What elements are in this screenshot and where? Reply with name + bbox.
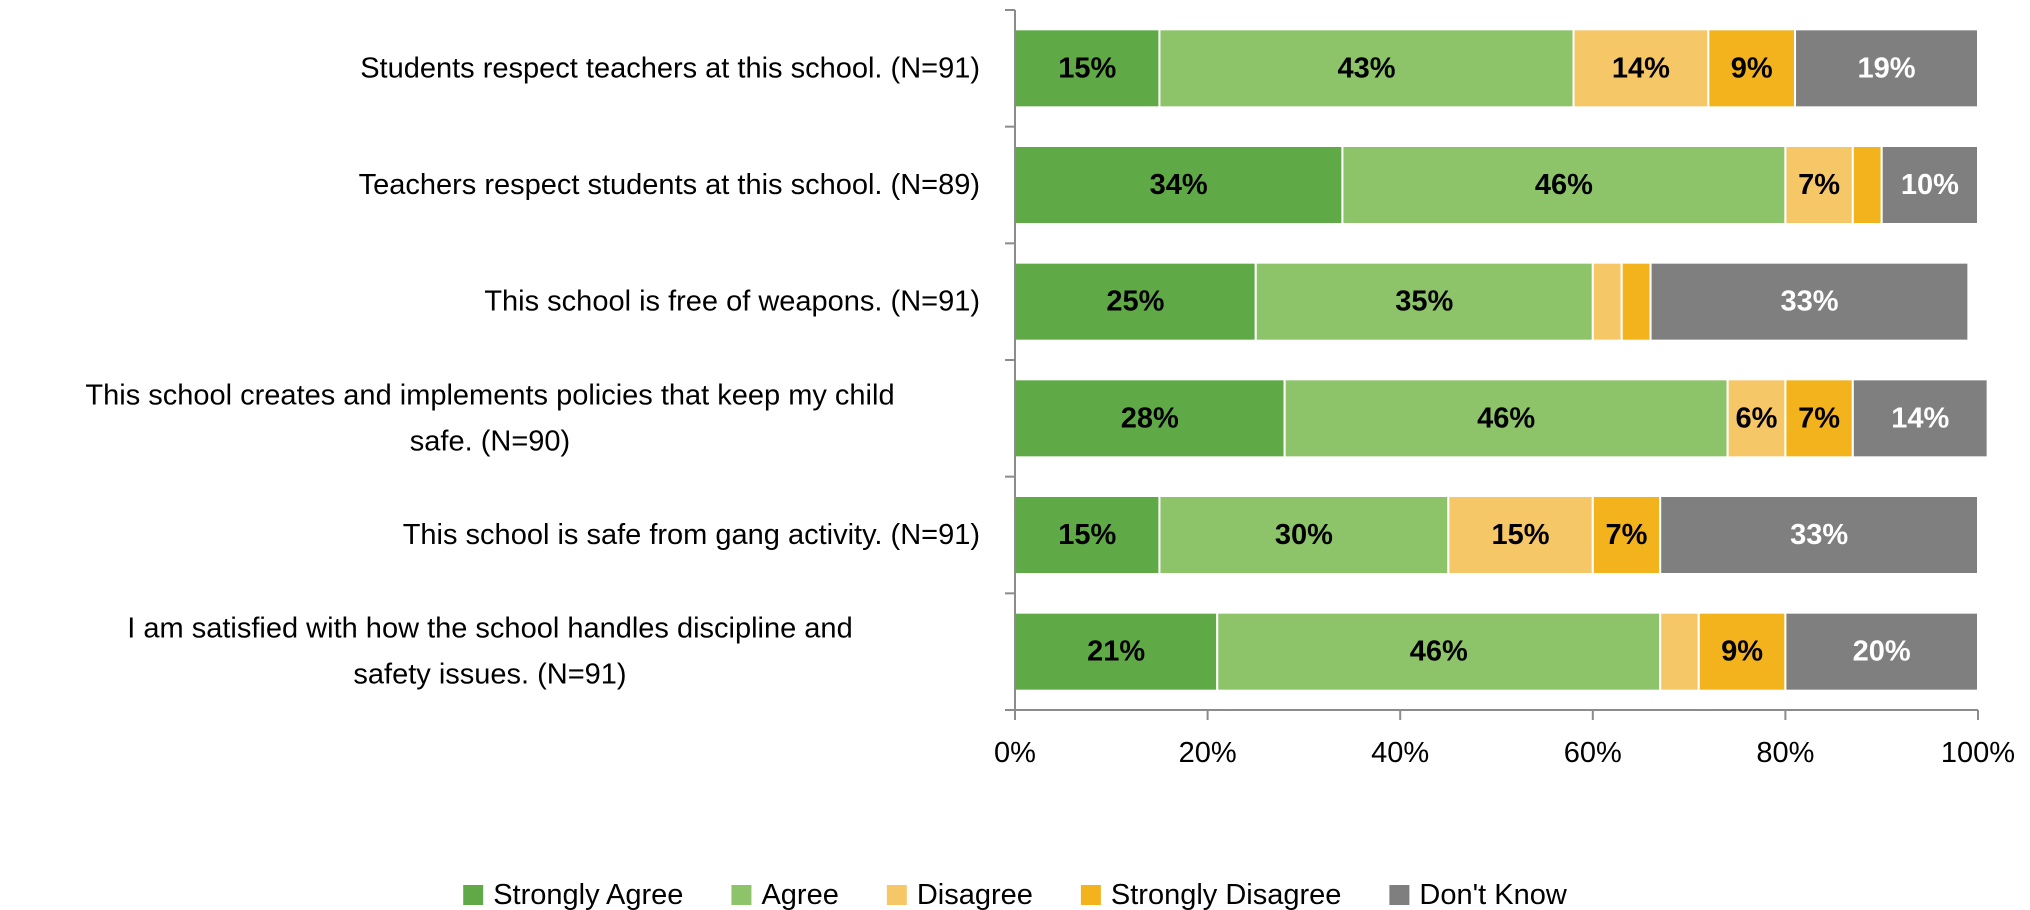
legend-swatch-disagree [886,885,907,905]
data-label: 14% [1891,402,1949,434]
x-tick-label: 40% [1371,737,1429,769]
data-label: 46% [1535,169,1593,201]
data-label: 10% [1901,169,1959,201]
x-tick-label: 60% [1564,737,1622,769]
x-tick-label: 80% [1756,737,1814,769]
data-label: 15% [1058,52,1116,84]
legend-swatch-strongly-disagree [1080,885,1101,905]
data-label: 46% [1477,402,1535,434]
data-label: 33% [1780,286,1838,318]
data-label: 7% [1798,402,1840,434]
bar-strongly-agree [1014,28,1161,109]
category-label: This school is safe from gang activity. … [403,519,980,551]
bar-disagree [1784,145,1854,225]
x-tick-label: 100% [1941,737,2015,769]
data-label: 28% [1121,402,1179,434]
legend-swatch-strongly-agree [463,885,484,905]
legend-label: Disagree [917,879,1033,910]
bar-strongly-disagree [1591,495,1662,575]
data-label: 15% [1058,519,1116,551]
data-label: 20% [1853,636,1911,668]
bar-disagree [1572,28,1710,109]
bar-don-t-know [1880,145,1979,225]
legend: Strongly Agree Agree Disagree Strongly Disa… [463,879,1568,910]
data-label: 46% [1410,636,1468,668]
bar-strongly-disagree [1620,261,1652,342]
legend-swatch-agree [731,885,752,905]
category-label: This school creates and implements polic… [85,379,894,457]
category-label: This school is free of weapons. (N=91) [484,286,980,318]
bar-agree [1158,28,1575,109]
bar-strongly-agree [1014,611,1219,692]
bar-disagree [1659,611,1700,692]
data-label: 7% [1798,169,1840,201]
legend-label: Agree [761,879,838,910]
data-label: 35% [1395,286,1453,318]
bar-don-t-know [1851,378,1989,459]
category-label: Teachers respect students at this school… [359,169,980,201]
x-tick-label: 0% [994,737,1036,769]
data-label: 33% [1790,519,1848,551]
bar-don-t-know [1794,28,1980,109]
data-label: 34% [1150,169,1208,201]
category-label: Students respect teachers at this school… [360,52,980,84]
data-label: 14% [1612,52,1670,84]
bars: 15% 43% 14% 9% 19% 34% 46% 7% 10% 25% 35% 33% 28% 46%… [1014,28,1989,692]
axes: 0% 20% 40% 60% 80% 100% [994,9,2015,769]
data-label: 9% [1721,636,1763,668]
bar-strongly-agree [1014,261,1257,342]
bar-agree [1283,378,1729,459]
bar-strongly-disagree [1784,378,1854,459]
data-label: 43% [1337,52,1395,84]
x-tick-label: 20% [1179,737,1237,769]
data-label: 7% [1606,519,1648,551]
bar-strongly-agree [1014,378,1286,459]
bar-strongly-disagree [1851,145,1883,225]
data-label: 25% [1106,286,1164,318]
category-label: I am satisfied with how the school handl… [127,613,852,691]
bar-agree [1341,145,1787,225]
bar-don-t-know [1659,495,1979,575]
data-label: 9% [1731,52,1773,84]
bar-don-t-know [1784,611,1980,692]
data-label: 21% [1087,636,1145,668]
data-label: 15% [1492,519,1550,551]
bar-agree [1158,495,1450,575]
category-labels: Students respect teachers at this school… [85,52,980,690]
bar-disagree [1447,495,1594,575]
data-label: 19% [1857,52,1915,84]
legend-label: Strongly Agree [493,879,683,910]
bar-disagree [1591,261,1623,342]
bar-strongly-disagree [1697,611,1787,692]
data-label: 30% [1275,519,1333,551]
legend-label: Strongly Disagree [1111,879,1342,910]
legend-swatch-don-t-know [1389,885,1410,905]
bar-don-t-know [1649,261,1970,342]
data-label: 6% [1736,402,1778,434]
legend-label: Don't Know [1419,879,1567,910]
